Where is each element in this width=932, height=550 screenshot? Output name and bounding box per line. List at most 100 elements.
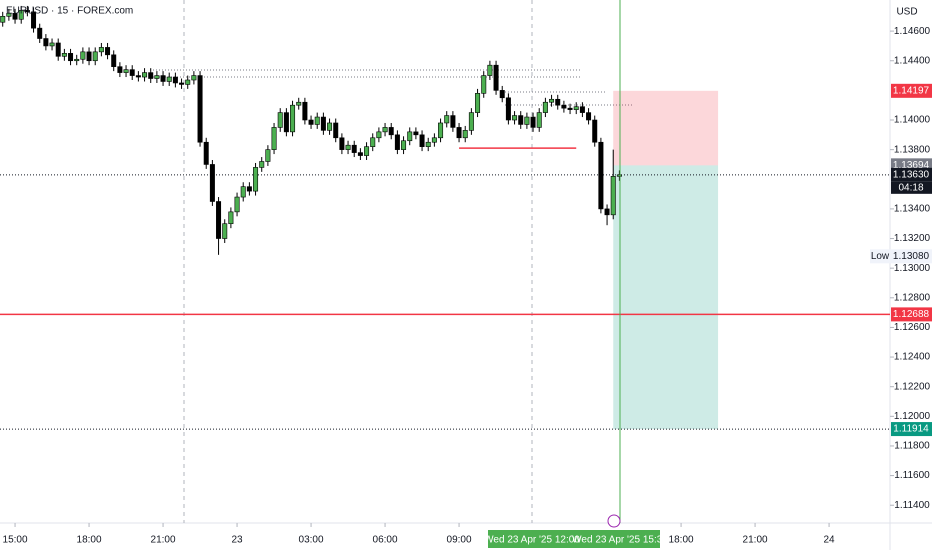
candle-body	[234, 196, 240, 213]
candle-body	[222, 223, 228, 239]
y-tick-label: 1.14600	[894, 26, 931, 37]
x-tick-label: 03:00	[299, 535, 324, 546]
x-tick-label: 09:00	[447, 535, 472, 546]
x-tick-label: 15:00	[3, 535, 28, 546]
y-tick-label: 1.11400	[894, 500, 930, 511]
candle-body	[37, 27, 43, 39]
price-label: 1.11914	[893, 424, 929, 435]
candle-body	[462, 130, 468, 139]
candle-body	[185, 79, 191, 85]
y-tick-label: 1.12800	[894, 292, 931, 303]
price-label-bg	[891, 83, 932, 98]
candle-body	[12, 13, 18, 20]
stop-zone	[613, 90, 719, 166]
candle-body	[55, 42, 61, 57]
candle-body	[123, 69, 129, 73]
candle-body	[290, 104, 296, 133]
candle-body	[203, 141, 209, 165]
candle-body	[160, 75, 166, 82]
candle-body	[567, 107, 573, 110]
candle-body	[172, 76, 178, 84]
candle-body	[228, 211, 234, 225]
candle-body	[277, 112, 283, 128]
candle-body	[129, 69, 135, 76]
y-tick-label: 1.12200	[894, 381, 931, 392]
y-tick-label: 1.12000	[894, 411, 931, 422]
candle-body	[209, 164, 215, 202]
candle-body	[351, 144, 357, 153]
candle-body	[0, 15, 6, 23]
x-tick-label: 18:00	[77, 535, 102, 546]
price-label-bg	[891, 307, 932, 322]
symbol-label: EURUSD · 15 · FOREX.com	[6, 6, 133, 17]
candle-body	[561, 104, 567, 109]
candle-body	[524, 116, 530, 125]
candle-body	[388, 127, 394, 136]
price-label-bg	[891, 249, 932, 264]
candle-body	[604, 208, 610, 216]
candle-body	[154, 75, 160, 79]
candle-body	[555, 98, 561, 106]
candle-body	[43, 38, 49, 47]
x-tick-label: 23	[231, 535, 243, 546]
candle-body	[327, 122, 333, 131]
candle-body	[419, 134, 425, 147]
candle-body	[444, 115, 450, 124]
candle-body	[24, 10, 30, 13]
candle-body	[68, 53, 74, 62]
candle-body	[92, 51, 98, 62]
candle-body	[302, 101, 308, 121]
y-tick-label: 1.11800	[894, 441, 930, 452]
candle-body	[518, 115, 524, 125]
plot: 1.14600 1.14400 1.14000 1.13800 1.13400 1.132…	[0, 5, 931, 546]
y-tick-label: 1.14000	[894, 115, 931, 126]
candle-body	[333, 122, 339, 139]
candle-body	[117, 66, 123, 73]
candle-body	[265, 149, 271, 162]
candle-body	[481, 75, 487, 94]
candle-body	[296, 101, 302, 106]
candle-body	[253, 167, 259, 192]
candle-body	[345, 144, 351, 150]
candle-body	[499, 90, 505, 99]
candle-body	[598, 141, 604, 210]
y-tick-label: 1.12400	[894, 352, 931, 363]
candle-body	[376, 131, 382, 139]
candle-body	[314, 116, 320, 125]
y-tick-label: 1.13800	[894, 144, 931, 155]
price-label: 1.14197	[893, 85, 930, 96]
candle-body	[586, 112, 592, 121]
x-tick-label: 21:00	[743, 535, 768, 546]
candle-body	[493, 64, 499, 91]
candle-body	[283, 112, 289, 133]
y-tick-label: 1.14400	[894, 55, 931, 66]
price-label: 1.13694	[893, 160, 930, 171]
candle-body	[74, 58, 80, 62]
candle-body	[542, 101, 548, 113]
candle-body	[197, 75, 203, 143]
countdown-bg	[891, 181, 932, 194]
y-tick-label: 1.11600	[894, 470, 930, 481]
y-tick-label: 1.12600	[894, 322, 931, 333]
candle-body	[512, 115, 518, 121]
candle-body	[450, 115, 456, 128]
price-label: 1.12688	[893, 309, 930, 320]
candle-body	[357, 152, 363, 156]
label-name: Low	[871, 251, 890, 262]
candle-body	[320, 116, 326, 131]
x-tick-label: 21:00	[151, 535, 176, 546]
candle-body	[111, 54, 117, 67]
candle-body	[142, 72, 148, 78]
currency: USD	[896, 7, 917, 18]
candle-body	[407, 131, 413, 142]
candle-body	[549, 98, 555, 103]
candle-body	[505, 97, 511, 121]
candle-body	[456, 127, 462, 139]
candle-body	[271, 127, 277, 150]
candle-body	[616, 174, 622, 177]
candle-body	[308, 119, 314, 125]
event-icon[interactable]	[607, 514, 621, 528]
candle-body	[98, 47, 104, 53]
